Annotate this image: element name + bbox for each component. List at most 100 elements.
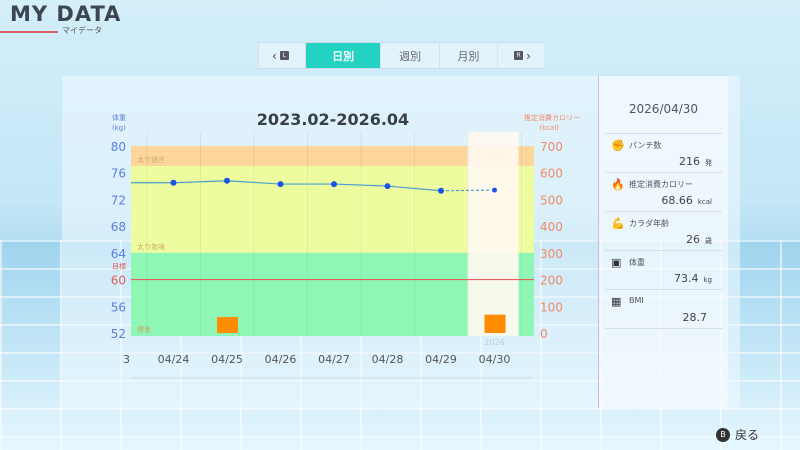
body-icon: 💪	[611, 217, 625, 230]
r-key-icon: R	[514, 51, 524, 60]
stat-label: 推定消費カロリー	[629, 180, 693, 189]
scale-icon: ▣	[611, 256, 622, 269]
y2-tick-label: 100	[540, 300, 563, 314]
zone-label: 太り気味	[137, 242, 165, 251]
weight-line-segment	[387, 185, 442, 192]
y-tick-label: 80	[111, 140, 126, 154]
stat-value: 28.7	[683, 311, 713, 324]
stat-unit: kcal	[697, 198, 712, 206]
y-tick-label: 68	[111, 220, 126, 234]
weight-point	[438, 187, 444, 194]
chevron-right-icon: ›	[526, 48, 531, 63]
chart-title: 2023.02-2026.04	[257, 110, 409, 129]
y-tick-label: 64	[111, 247, 126, 261]
stat-row: ✊ パンチ数 216 発	[605, 134, 722, 173]
x-tick-label: 04/26	[265, 353, 297, 366]
stat-row: ▣ 体重 73.4 kg	[605, 251, 722, 290]
y-axis-unit: (kg)	[112, 124, 126, 132]
y-tick-label: 60	[111, 274, 126, 288]
year-label: 2026	[484, 338, 504, 347]
y2-tick-label: 700	[540, 140, 563, 154]
y2-tick-label: 300	[540, 247, 563, 261]
stat-unit: kg	[703, 276, 713, 284]
tab-daily[interactable]: 日別	[304, 43, 381, 68]
prev-tab-button[interactable]: ‹ L	[258, 43, 305, 68]
x-tick-label: 04/30	[479, 353, 511, 366]
chevron-left-icon: ‹	[272, 48, 277, 63]
weight-line-segment	[440, 189, 495, 192]
y-axis-title: 体重	[112, 113, 126, 122]
stat-row: 🔥 推定消費カロリー 68.66 kcal	[605, 173, 722, 212]
zone-band	[131, 252, 534, 336]
y2-tick-label: 0	[540, 327, 548, 341]
y2-tick-label: 400	[540, 220, 563, 234]
next-tab-button[interactable]: R ›	[497, 43, 544, 68]
back-button[interactable]: B 戻る	[716, 426, 759, 443]
stat-unit: 発	[705, 159, 712, 167]
page-title: MY DATA	[10, 2, 122, 26]
x-tick-label: 04/25	[211, 353, 243, 366]
back-label: 戻る	[735, 428, 760, 442]
stat-number: 216	[679, 155, 700, 168]
weight-line-segment	[333, 183, 388, 187]
y-tick-label: 56	[111, 300, 126, 314]
weight-point	[277, 181, 284, 188]
stat-value: 216 発	[679, 155, 712, 168]
y2-tick-label: 600	[540, 167, 563, 181]
y2-tick-label: 500	[540, 193, 563, 207]
stat-number: 73.4	[674, 272, 699, 285]
x-tick-label: 04/24	[158, 353, 190, 366]
flame-icon: 🔥	[611, 178, 625, 191]
weight-line-segment	[173, 180, 228, 184]
day-summary-panel: 2026/04/30 ✊ パンチ数 216 発 🔥 推定消費カロリー 68.66 kc…	[598, 76, 728, 408]
weight-point	[224, 177, 230, 184]
stat-label: パンチ数	[629, 141, 662, 150]
stat-number: 26	[686, 233, 700, 246]
stat-number: 68.66	[661, 194, 693, 207]
tab-weekly[interactable]: 週別	[380, 43, 438, 68]
x-tick-label: 3	[123, 353, 130, 366]
x-tick-label: 04/29	[425, 353, 457, 366]
weight-point	[491, 186, 498, 194]
y2-axis-unit: (kcal)	[539, 124, 559, 132]
zone-band	[131, 166, 534, 253]
page-subtitle: マイデータ	[62, 26, 102, 35]
stat-row: ▦ BMI 28.7	[605, 290, 722, 329]
period-tabs: ‹ L 日別 週別 月別 R ›	[258, 42, 544, 69]
l-key-icon: L	[279, 51, 289, 60]
title-underline	[0, 31, 58, 33]
x-tick-label: 04/27	[318, 353, 350, 366]
zone-label: 太り過ぎ	[137, 155, 165, 164]
b-button-icon: B	[716, 427, 730, 442]
zone-band	[131, 146, 534, 167]
y-tick-label: 72	[111, 193, 126, 207]
stat-label: BMI	[629, 296, 644, 305]
stat-value: 26 歳	[686, 233, 712, 246]
stat-label: 体重	[629, 258, 645, 267]
stat-value: 73.4 kg	[674, 272, 712, 285]
zone-label: 標準	[137, 325, 151, 334]
calorie-bar	[484, 314, 506, 333]
summary-date: 2026/04/30	[605, 76, 722, 134]
weight-point	[384, 183, 391, 190]
y-tick-label: 52	[111, 327, 126, 341]
tab-monthly[interactable]: 月別	[438, 43, 497, 68]
highlight-column	[467, 132, 519, 336]
y-tick-label: 76	[111, 167, 126, 181]
x-tick-label: 04/28	[372, 353, 404, 366]
y2-axis-title: 推定消費カロリー	[524, 113, 580, 122]
calorie-bar	[217, 316, 238, 333]
stat-number: 28.7	[682, 311, 708, 324]
stat-row: 💪 カラダ年齢 26 歳	[605, 212, 722, 251]
y2-tick-label: 200	[540, 274, 563, 288]
weight-point	[170, 179, 177, 186]
weight-line-segment	[226, 180, 281, 185]
stat-label: カラダ年齢	[629, 219, 669, 228]
stat-unit: 歳	[705, 237, 712, 245]
calculator-icon: ▦	[611, 295, 622, 308]
punch-icon: ✊	[611, 139, 625, 152]
weight-point	[331, 181, 337, 188]
stat-value: 68.66 kcal	[661, 194, 712, 207]
target-label: 目標	[112, 262, 126, 271]
